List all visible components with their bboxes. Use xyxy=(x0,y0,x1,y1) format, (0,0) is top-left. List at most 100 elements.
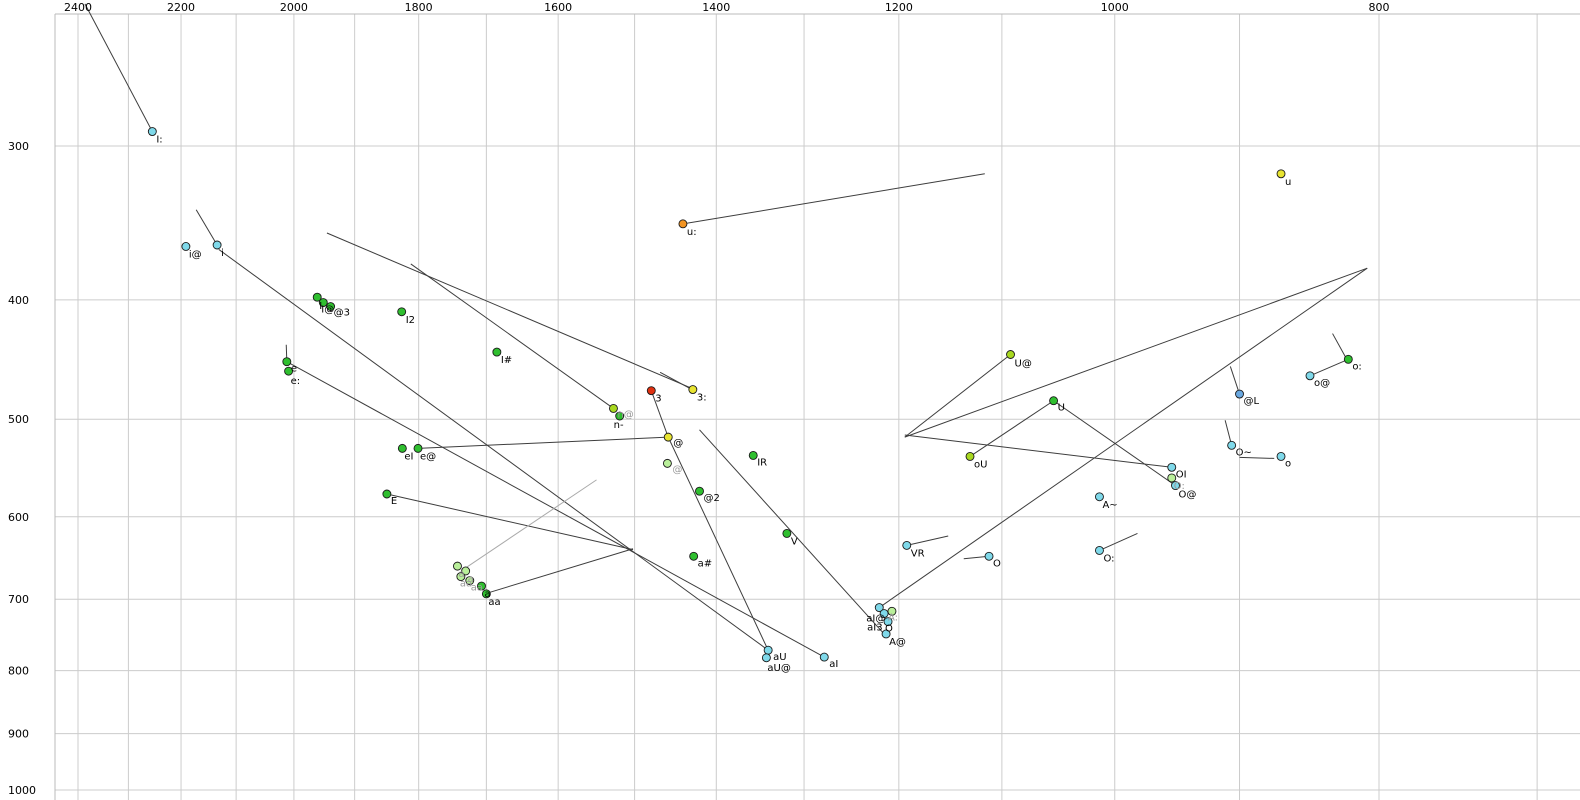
trajectory-line xyxy=(878,267,1368,608)
data-point xyxy=(881,629,891,639)
data-point xyxy=(695,486,704,496)
y-tick-label: 700 xyxy=(8,593,29,606)
point-label: A@ xyxy=(889,637,906,648)
trajectory-line xyxy=(195,209,218,246)
point-label: U@ xyxy=(1015,358,1032,369)
y-tick-label: 500 xyxy=(8,413,29,426)
data-point xyxy=(1305,371,1315,381)
point-label: aU xyxy=(773,652,786,663)
trajectory-line xyxy=(218,249,769,651)
data-point xyxy=(615,411,625,421)
point-label: a xyxy=(485,589,491,600)
point-label: u xyxy=(1285,177,1291,188)
trajectory-line xyxy=(417,436,669,449)
data-point xyxy=(312,292,322,302)
point-label: O xyxy=(993,558,1001,569)
point-label: V xyxy=(791,536,798,547)
data-point xyxy=(147,127,157,136)
data-point xyxy=(984,551,994,561)
data-point xyxy=(456,572,466,582)
x-tick-label: 2000 xyxy=(280,1,308,14)
point-label: I2 xyxy=(406,315,415,326)
data-point xyxy=(609,403,618,413)
trajectory-line xyxy=(650,390,669,438)
data-point xyxy=(965,451,975,461)
data-point xyxy=(1276,451,1286,461)
point-label: u: xyxy=(687,227,697,238)
data-point xyxy=(748,450,758,460)
data-point xyxy=(662,458,672,468)
point-label: o xyxy=(1285,458,1291,469)
data-point xyxy=(1167,473,1177,483)
x-tick-label: 1200 xyxy=(885,1,913,14)
point-label: i@ xyxy=(189,249,202,260)
x-tick-label: 1600 xyxy=(544,1,572,14)
point-label: VR xyxy=(911,548,925,559)
data-point xyxy=(181,242,191,251)
trajectory-line xyxy=(489,548,634,593)
data-point xyxy=(646,386,656,396)
trajectory-line xyxy=(410,263,614,409)
point-labels: I: u u: i@ i I I@ @3 I2 I# ee: 3 3: n@n- @ @ @2 IR eI e@ E Va… xyxy=(156,135,1361,674)
data-point xyxy=(318,298,328,307)
data-point xyxy=(461,566,471,576)
trajectory-line xyxy=(904,267,1368,438)
x-tick-label: 1400 xyxy=(702,1,730,14)
data-point xyxy=(663,432,673,442)
point-label: aa xyxy=(471,583,483,594)
point-label: O: xyxy=(1174,481,1185,492)
y-tick-label: 900 xyxy=(8,728,29,741)
data-point xyxy=(397,443,407,453)
point-label: aI3 xyxy=(867,623,882,634)
trajectory-line xyxy=(659,371,693,390)
point-label: O@ xyxy=(1178,490,1196,501)
point-label: O xyxy=(885,624,893,635)
y-tick-label: 400 xyxy=(8,294,29,307)
data-point xyxy=(1343,354,1353,364)
data-point xyxy=(477,581,486,591)
point-label: A: xyxy=(888,612,898,623)
trajectory-line xyxy=(667,436,769,651)
trajectory-line xyxy=(969,400,1054,457)
x-tick-label: 2200 xyxy=(167,1,195,14)
point-label: n- xyxy=(614,420,624,431)
data-point xyxy=(465,576,475,586)
data-point xyxy=(887,606,897,616)
data-point xyxy=(1171,481,1180,491)
point-label: n@ xyxy=(617,409,633,420)
point-label: O: xyxy=(1103,553,1114,564)
data-point xyxy=(902,540,912,550)
point-label: e xyxy=(291,364,297,375)
point-label: OI xyxy=(1176,469,1187,480)
point-label: A~ xyxy=(1102,500,1117,511)
point-label: U xyxy=(1058,403,1065,414)
data-point xyxy=(492,347,502,357)
point-label: @ xyxy=(672,464,682,475)
data-point xyxy=(282,357,292,367)
data-point xyxy=(782,528,792,538)
trajectory-line xyxy=(904,354,1011,438)
point-label: @L xyxy=(1244,396,1260,407)
y-axis-tick-labels: 300 400 500 600 700 800 900 1000 xyxy=(8,140,36,797)
point-label: aI xyxy=(829,659,838,670)
point-label: 3 xyxy=(655,394,661,405)
data-point xyxy=(1006,350,1015,359)
trajectory-line xyxy=(1332,333,1346,358)
plot-borders xyxy=(54,13,1580,800)
point-label: I xyxy=(319,301,322,312)
point-label: aU@ xyxy=(767,663,790,674)
point-label: aa xyxy=(460,579,472,590)
trajectory-line xyxy=(1099,532,1138,551)
gridlines xyxy=(55,14,1580,800)
trajectory-line xyxy=(682,173,985,225)
data-point xyxy=(819,652,829,662)
point-label: @ xyxy=(673,438,683,449)
data-point xyxy=(1095,545,1104,555)
trajectory-line xyxy=(386,493,634,551)
data-point xyxy=(481,589,491,599)
point-label: i xyxy=(221,248,224,259)
data-point xyxy=(453,561,462,571)
data-point xyxy=(678,219,688,229)
point-label: IR xyxy=(757,457,767,468)
data-point xyxy=(689,551,699,561)
